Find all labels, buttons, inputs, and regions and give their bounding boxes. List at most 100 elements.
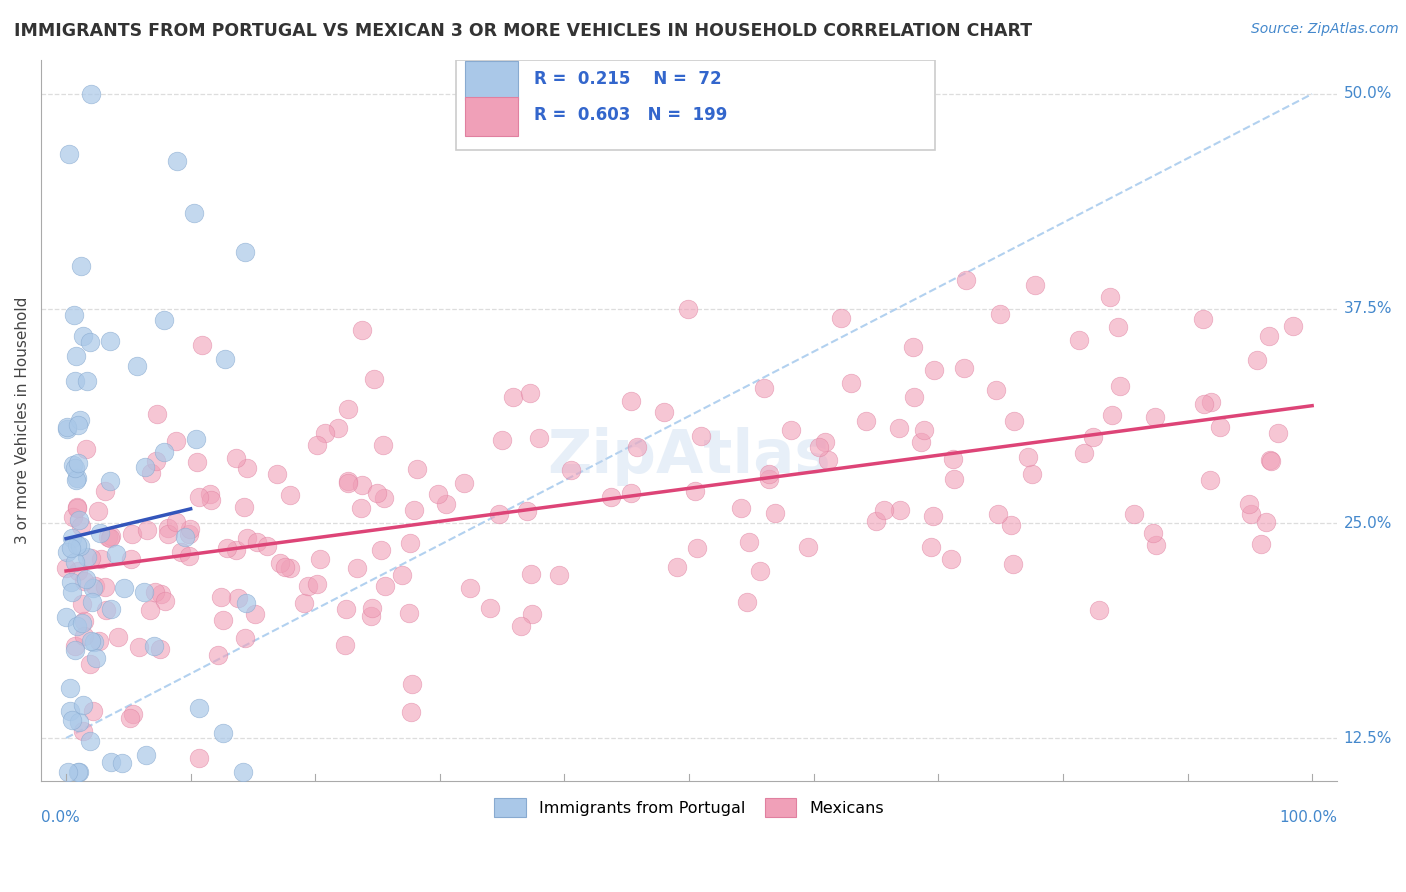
Point — [426, 487, 449, 501]
Text: 50.0%: 50.0% — [1344, 87, 1392, 102]
Point — [873, 503, 896, 517]
Point — [256, 539, 278, 553]
Point — [547, 568, 569, 582]
Point — [143, 639, 166, 653]
Point — [60, 713, 83, 727]
Point — [93, 581, 115, 595]
Text: 25.0%: 25.0% — [1344, 516, 1392, 531]
Point — [779, 424, 801, 438]
Point — [942, 472, 965, 486]
Point — [434, 497, 457, 511]
Point — [72, 329, 94, 343]
Point — [97, 530, 120, 544]
Point — [373, 491, 395, 505]
Point — [87, 634, 110, 648]
Point — [491, 434, 513, 448]
Point — [233, 244, 256, 259]
Point — [209, 591, 232, 605]
Point — [80, 634, 103, 648]
Point — [352, 323, 374, 337]
Point — [73, 614, 96, 628]
Point — [98, 474, 121, 488]
Point — [165, 515, 187, 529]
Point — [67, 714, 90, 729]
Point — [90, 551, 112, 566]
Point — [139, 603, 162, 617]
Point — [149, 587, 172, 601]
Point — [1081, 430, 1104, 444]
Point — [84, 579, 107, 593]
Point — [73, 629, 96, 643]
Point — [953, 361, 976, 376]
Y-axis label: 3 or more Vehicles in Household: 3 or more Vehicles in Household — [15, 297, 30, 544]
Point — [191, 338, 214, 352]
Point — [1192, 397, 1215, 411]
Point — [921, 508, 943, 523]
Point — [626, 440, 648, 454]
Point — [808, 440, 831, 454]
Point — [155, 594, 177, 608]
Point — [371, 438, 394, 452]
Point — [326, 420, 349, 434]
Point — [79, 733, 101, 747]
Point — [67, 513, 90, 527]
Point — [346, 561, 368, 575]
Point — [1099, 290, 1122, 304]
Point — [292, 596, 315, 610]
Point — [274, 560, 297, 574]
Point — [453, 476, 475, 491]
Point — [145, 453, 167, 467]
Point — [1191, 312, 1213, 326]
Point — [988, 307, 1011, 321]
Point — [405, 462, 427, 476]
Point — [1107, 319, 1129, 334]
Point — [830, 310, 852, 325]
Point — [855, 414, 877, 428]
Point — [910, 434, 932, 449]
Point — [134, 460, 156, 475]
Point — [243, 607, 266, 622]
Point — [865, 515, 887, 529]
Point — [817, 453, 839, 467]
Point — [349, 500, 371, 515]
Point — [839, 376, 862, 391]
Point — [337, 475, 360, 490]
Point — [363, 372, 385, 386]
Point — [66, 501, 89, 516]
Point — [1258, 328, 1281, 343]
Point — [335, 602, 357, 616]
Point — [1142, 526, 1164, 541]
Point — [62, 509, 84, 524]
Point — [278, 488, 301, 502]
Text: R =  0.215    N =  72: R = 0.215 N = 72 — [533, 70, 721, 88]
Point — [1101, 409, 1123, 423]
Point — [215, 541, 238, 555]
Point — [519, 566, 541, 581]
Point — [75, 442, 97, 457]
Point — [676, 301, 699, 316]
Point — [69, 539, 91, 553]
Point — [314, 426, 336, 441]
Point — [70, 518, 93, 533]
Text: ZipAtlas: ZipAtlas — [547, 427, 831, 486]
Legend: Immigrants from Portugal, Mexicans: Immigrants from Portugal, Mexicans — [488, 791, 890, 823]
Point — [519, 385, 541, 400]
Point — [1123, 507, 1146, 521]
Point — [226, 591, 249, 605]
Point — [59, 681, 82, 695]
Point — [1088, 603, 1111, 617]
Point — [305, 577, 328, 591]
Point — [1260, 453, 1282, 467]
Point — [1143, 410, 1166, 425]
Point — [1199, 395, 1222, 409]
Point — [686, 541, 709, 555]
Point — [307, 438, 329, 452]
Point — [187, 701, 209, 715]
Point — [143, 585, 166, 599]
Point — [391, 568, 413, 582]
Point — [1001, 557, 1024, 571]
Point — [922, 363, 945, 377]
Point — [87, 504, 110, 518]
Point — [758, 467, 780, 481]
Point — [66, 456, 89, 470]
